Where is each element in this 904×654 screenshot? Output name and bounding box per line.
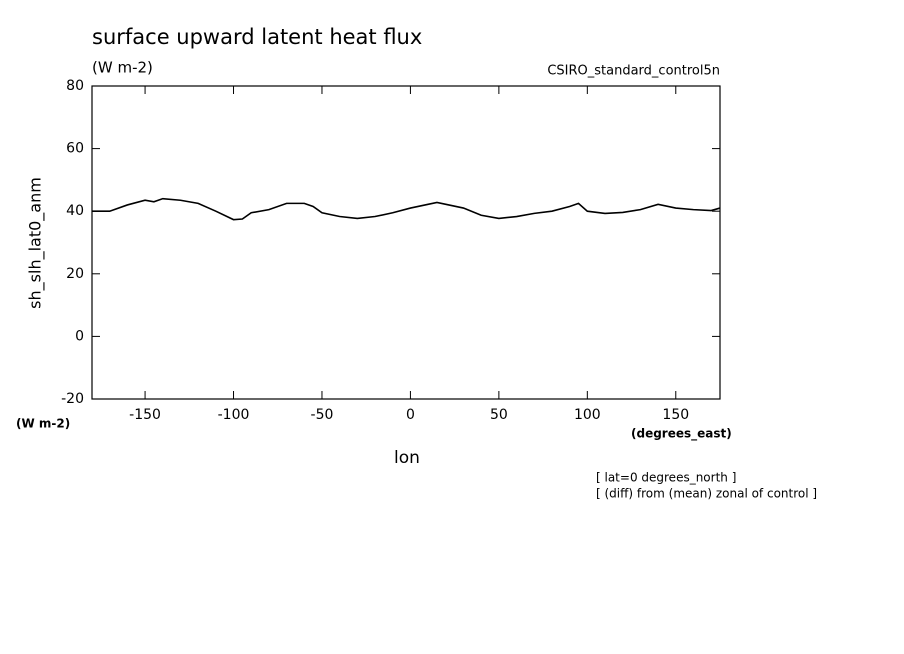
plot-frame <box>91 85 721 400</box>
y-units: (W m-2) <box>16 417 70 431</box>
y-tick-label: 80 <box>66 78 84 94</box>
x-tick-label: -50 <box>311 407 334 423</box>
y-tick-label: 20 <box>66 266 84 282</box>
x-tick-label: 50 <box>490 407 508 423</box>
note: [ (diff) from (mean) zonal of control ] <box>596 487 817 501</box>
y-axis-label: sh_slh_lat0_anm <box>26 177 46 309</box>
x-tick-label: 150 <box>662 407 689 423</box>
x-tick-label: 100 <box>574 407 601 423</box>
x-tick-label: 0 <box>406 407 415 423</box>
units: (W m-2) <box>92 59 153 77</box>
x-tick-label: -100 <box>218 407 250 423</box>
x-tick-label: -150 <box>129 407 161 423</box>
y-tick-label: 0 <box>75 328 84 344</box>
y-tick-label: -20 <box>61 391 84 407</box>
chart-title: surface upward latent heat flux <box>92 25 422 49</box>
x-units: (degrees_east) <box>631 427 732 442</box>
x-axis-label: lon <box>394 448 420 468</box>
note: [ lat=0 degrees_north ] <box>596 471 736 485</box>
y-tick-label: 60 <box>66 141 84 157</box>
y-tick-label: 40 <box>66 203 84 219</box>
dataset: CSIRO_standard_control5n <box>547 64 720 79</box>
data-line <box>92 197 721 221</box>
